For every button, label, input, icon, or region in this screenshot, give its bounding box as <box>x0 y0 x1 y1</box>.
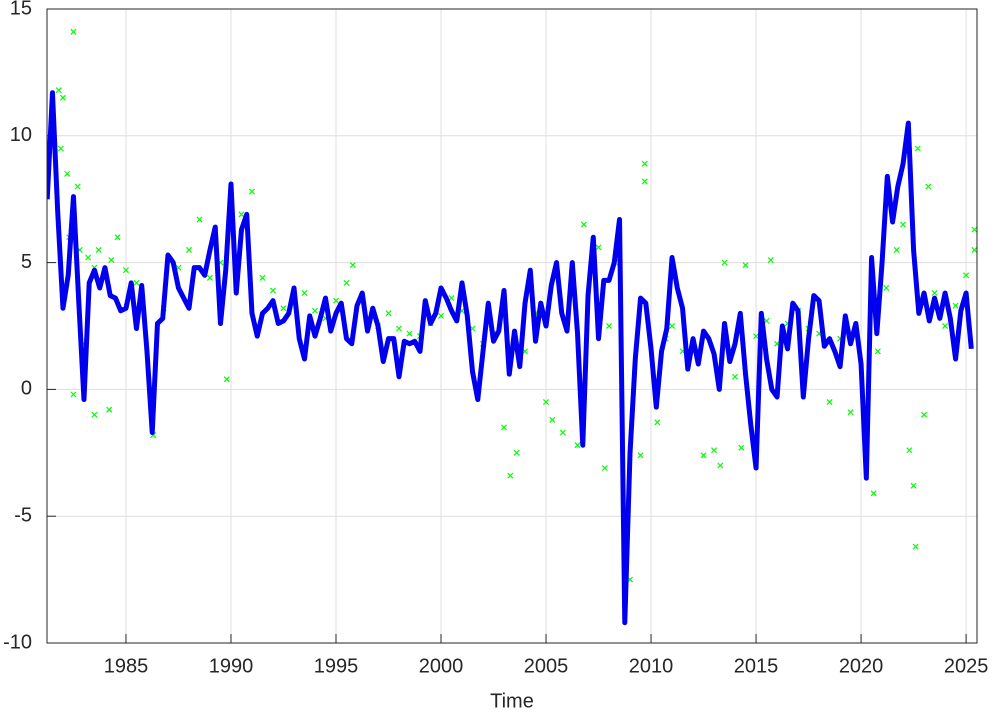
scatter-point <box>826 399 833 406</box>
scatter-point <box>70 28 77 35</box>
x-tick-label: 2005 <box>524 655 569 677</box>
x-axis-label: Time <box>490 690 534 712</box>
scatter-point <box>883 284 890 291</box>
scatter-point <box>711 447 718 454</box>
scatter-point <box>595 244 602 251</box>
scatter-point <box>64 170 71 177</box>
x-tick-label: 2010 <box>629 655 674 677</box>
scatter-point <box>269 287 277 294</box>
scatter-point <box>574 442 581 449</box>
scatter-point <box>507 472 514 479</box>
scatter-point <box>870 490 877 497</box>
scatter-point <box>767 257 774 264</box>
scatter-point <box>85 254 92 261</box>
y-tick-label: -10 <box>3 631 32 653</box>
scatter-point <box>95 246 102 253</box>
scatter-point <box>753 333 760 340</box>
scatter-point <box>893 246 900 253</box>
scatter-point <box>580 221 587 228</box>
scatter-point <box>910 482 917 489</box>
scatter-point <box>732 373 739 380</box>
scatter-point <box>343 279 350 286</box>
scatter-point <box>280 305 287 312</box>
x-tick-label: 2015 <box>734 655 779 677</box>
scatter-point <box>963 272 970 279</box>
scatter-point <box>601 464 608 472</box>
scatter-point <box>914 145 921 152</box>
scatter-point <box>669 322 676 330</box>
y-tick-label: 5 <box>21 251 32 273</box>
scatter-point <box>122 267 129 274</box>
scatter-point <box>874 348 881 355</box>
scatter-point <box>301 290 308 297</box>
scatter-point <box>971 226 977 233</box>
scatter-point <box>971 246 977 253</box>
scatter-point <box>196 216 203 223</box>
scatter-point <box>406 330 413 337</box>
scatter-point <box>259 274 266 281</box>
scatter-point <box>238 211 245 218</box>
plot-area <box>47 9 977 643</box>
scatter-point <box>637 452 644 459</box>
scatter-point <box>248 188 256 195</box>
scatter-point <box>437 312 445 319</box>
scatter-point <box>91 411 98 418</box>
y-tick-label: -5 <box>14 504 32 526</box>
x-tick-label: 2020 <box>839 655 884 677</box>
scatter-point <box>900 221 907 228</box>
scatter-point <box>942 322 949 330</box>
scatter-point <box>349 262 356 269</box>
scatter-point <box>385 310 392 317</box>
x-tick-label: 1995 <box>314 655 359 677</box>
scatter-point <box>721 259 728 266</box>
scatter-point <box>742 262 749 269</box>
y-tick-label: 10 <box>10 124 32 146</box>
scatter-point <box>114 234 121 241</box>
scatter-point <box>223 376 230 383</box>
scatter-point <box>738 444 745 451</box>
scatter-point <box>500 424 508 431</box>
y-tick-label: 15 <box>10 0 32 19</box>
scatter-point <box>606 322 613 330</box>
scatter-point <box>654 419 661 426</box>
scatter-point <box>549 416 556 423</box>
scatter-point <box>847 409 854 416</box>
scatter-point <box>108 257 115 264</box>
scatter-point <box>133 279 140 286</box>
y-tick-label: 0 <box>21 378 32 400</box>
scatter-point <box>59 94 66 101</box>
scatter-point <box>921 411 928 418</box>
scatter-point <box>925 183 932 190</box>
x-tick-label: 2000 <box>419 655 464 677</box>
scatter-point <box>57 145 64 152</box>
scatter-point <box>311 307 319 314</box>
axes-box <box>46 8 978 644</box>
scatter-point <box>952 302 959 309</box>
x-tick-label: 1985 <box>104 655 149 677</box>
scatter-point <box>931 290 938 297</box>
scatter-point <box>641 178 648 185</box>
scatter-point <box>74 183 81 190</box>
scatter-point <box>717 462 724 469</box>
scatter-point <box>185 246 193 253</box>
scatter-point <box>906 447 913 454</box>
scatter-point <box>206 274 214 281</box>
scatter-point <box>700 452 707 459</box>
scatter-point <box>912 543 919 550</box>
scatter-point <box>641 160 648 167</box>
scatter-point <box>395 325 403 332</box>
x-tick-label: 2025 <box>944 655 989 677</box>
scatter-point <box>513 449 520 456</box>
scatter-point <box>70 391 77 398</box>
scatter-point <box>332 297 340 304</box>
scatter-point <box>55 87 62 94</box>
scatter-point <box>559 429 566 436</box>
x-tick-label: 1990 <box>209 655 254 677</box>
line <box>47 90 974 626</box>
scatter-point <box>448 295 455 302</box>
scatter-point <box>542 399 550 406</box>
scatter-point <box>106 406 113 413</box>
